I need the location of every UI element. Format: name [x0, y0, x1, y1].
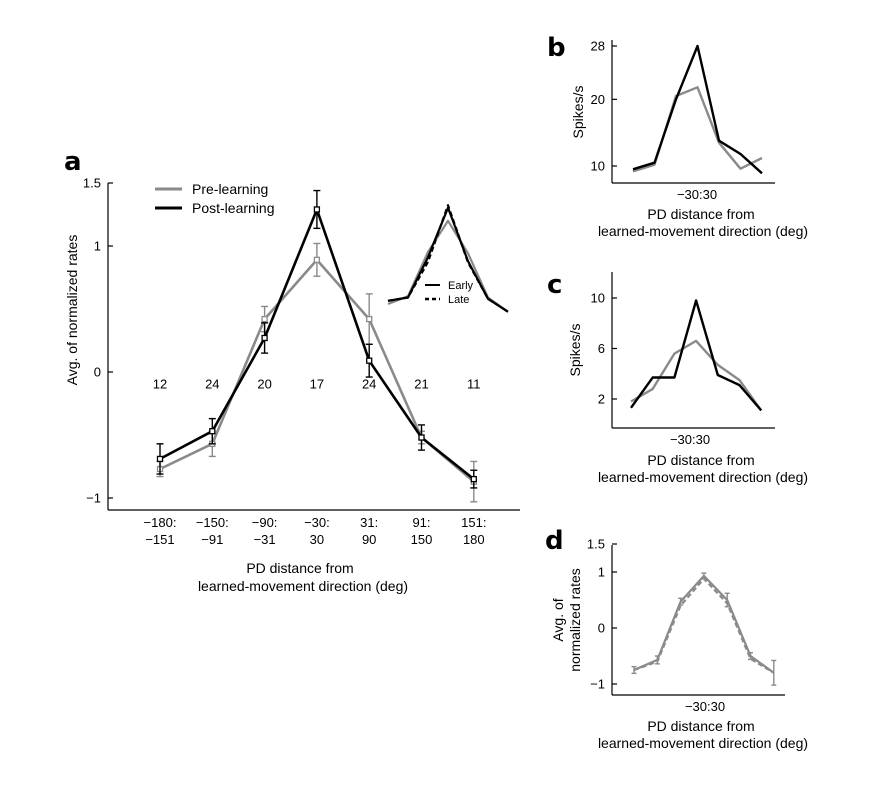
- panel-b-post-line: [632, 44, 763, 175]
- panel-d-y-ticks: 1.5 1 0 −1: [587, 537, 617, 692]
- panel-a-inset-legend: Early Late: [425, 280, 474, 306]
- panel-c-post-line: [630, 299, 763, 412]
- panel-d-y-label-line1: Avg. of: [550, 598, 566, 641]
- panel-d: d 1.5 1 0 −1 −30:30 Avg. of normalized rate…: [545, 526, 808, 751]
- panel-a-axes: [107, 183, 520, 511]
- inset-legend-early-label: Early: [448, 280, 474, 292]
- panel-d-x-tick-label: −30:30: [685, 699, 725, 714]
- panel-a-x-label-line2: learned-movement direction (deg): [198, 578, 408, 594]
- panel-b-x-label-line1: PD distance from: [647, 206, 754, 222]
- panel-a-y-tick-label-3: −1: [86, 491, 101, 506]
- panel-b-x-tick-label: −30:30: [677, 187, 717, 202]
- panel-b-series: [632, 44, 763, 175]
- panel-a-label: a: [64, 147, 82, 177]
- panel-b-y-tick-label-0: 28: [591, 39, 605, 54]
- panel-a-post-marker-0: [156, 455, 164, 463]
- panel-d-y-tick-label-1: 1: [598, 565, 605, 580]
- panel-a-x-tick-label-4-line2: 90: [362, 532, 376, 547]
- panel-a-x-tick-label-6-line2: 180: [463, 532, 485, 547]
- panel-a-inset-post-dashed-line: [387, 204, 509, 313]
- panel-d-pre-solid-line: [633, 574, 775, 674]
- panel-a-series: [156, 189, 478, 503]
- panel-c-y-tick-label-2: 2: [598, 392, 605, 407]
- panel-a-x-tick-label-1-line1: −150:: [196, 515, 229, 530]
- panel-a-x-tick-label-5-line2: 150: [411, 532, 433, 547]
- panel-a-pre-marker-2: [261, 315, 268, 323]
- panel-b-y-tick-label-1: 20: [591, 92, 605, 107]
- panel-c-pre-line: [630, 339, 763, 412]
- panel-a-post-marker-4: [366, 357, 373, 364]
- panel-a-y-ticks: 1.5 1 0 −1: [83, 176, 113, 506]
- panel-a-count-4: 24: [362, 377, 376, 392]
- panel-a-x-label-line1: PD distance from: [246, 560, 353, 576]
- panel-a-x-tick-label-4-line1: 31:: [360, 515, 378, 530]
- panel-a: a 1.5 1 0 −1 −180: −151 −150: −91 −90: −31 −30: 30…: [64, 147, 520, 594]
- panel-a-pre-marker-3: [313, 256, 321, 264]
- panel-a-pre-marker-4: [366, 315, 373, 323]
- panel-a-pre-line: [159, 258, 475, 483]
- panel-a-x-tick-label-0-line1: −180:: [144, 515, 177, 530]
- panel-d-y-label-line2: normalized rates: [567, 568, 583, 672]
- panel-a-x-tick-label-3-line1: −30:: [304, 515, 330, 530]
- panel-a-count-5: 21: [414, 377, 428, 392]
- panel-a-count-6: 11: [467, 377, 481, 392]
- panel-d-y-tick-label-3: −1: [590, 677, 605, 692]
- panel-a-x-tick-label-0-line2: −151: [145, 532, 174, 547]
- panel-d-series: [631, 572, 777, 686]
- panel-c-y-tick-label-1: 6: [598, 341, 605, 356]
- panel-c-x-tick-label: −30:30: [670, 432, 710, 447]
- panel-a-post-marker-6: [470, 475, 477, 483]
- panel-b-y-label: Spikes/s: [570, 86, 586, 139]
- panel-a-y-tick-label-1: 1: [94, 239, 101, 254]
- panel-d-pre-dashed-line: [633, 577, 775, 674]
- panel-c-y-tick-label-0: 10: [591, 291, 605, 306]
- panel-a-x-ticks: −180: −151 −150: −91 −90: −31 −30: 30 31: 90 91: 15…: [144, 515, 487, 547]
- panel-b-x-label-line2: learned-movement direction (deg): [598, 223, 808, 239]
- panel-c-x-label-line2: learned-movement direction (deg): [598, 469, 808, 485]
- panel-a-x-tick-label-2-line1: −90:: [252, 515, 278, 530]
- inset-legend-late-label: Late: [448, 294, 469, 306]
- panel-d-y-tick-label-2: 0: [598, 621, 605, 636]
- panel-a-count-0: 12: [153, 377, 167, 392]
- panel-a-post-marker-5: [418, 434, 425, 441]
- panel-a-y-tick-label-0: 1.5: [83, 176, 101, 191]
- panel-b-y-tick-label-2: 10: [591, 159, 605, 174]
- panel-d-y-tick-label-0: 1.5: [587, 537, 605, 552]
- panel-a-count-3: 17: [310, 377, 324, 392]
- panel-a-post-marker-2: [261, 334, 268, 342]
- panel-c-y-ticks: 10 6 2: [591, 291, 617, 407]
- panel-a-x-tick-label-6-line1: 151:: [461, 515, 486, 530]
- panel-a-legend: Pre-learning Post-learning: [155, 181, 275, 216]
- panel-a-y-tick-label-2: 0: [94, 365, 101, 380]
- panel-c-series: [630, 299, 763, 412]
- panel-c-x-label-line1: PD distance from: [647, 452, 754, 468]
- legend-pre-label: Pre-learning: [192, 181, 268, 197]
- panel-a-x-tick-label-1-line2: −91: [201, 532, 223, 547]
- panel-a-x-tick-label-5-line1: 91:: [412, 515, 430, 530]
- panel-d-label: d: [545, 526, 564, 556]
- panel-a-count-2: 20: [257, 377, 271, 392]
- panel-c-label: c: [547, 270, 562, 300]
- panel-a-count-1: 24: [205, 377, 219, 392]
- legend-post-label: Post-learning: [192, 200, 275, 216]
- panel-a-x-tick-label-3-line2: 30: [310, 532, 324, 547]
- panel-c-y-label: Spikes/s: [567, 324, 583, 377]
- panel-a-y-label: Avg. of normalized rates: [64, 235, 80, 386]
- panel-a-inset: [387, 204, 509, 313]
- panel-b-y-ticks: 28 20 10: [591, 39, 617, 174]
- panel-a-x-tick-label-2-line2: −31: [254, 532, 276, 547]
- panel-a-post-marker-1: [209, 428, 216, 435]
- panel-b-label: b: [547, 33, 566, 63]
- panel-b-pre-line: [632, 86, 763, 173]
- panel-b: b 28 20 10 −30:30 Spikes/s PD distance fro…: [547, 33, 808, 239]
- panel-a-counts: 12 24 20 17 24 21 11: [153, 377, 481, 392]
- panel-a-post-marker-3: [313, 206, 321, 213]
- panel-d-x-label-line2: learned-movement direction (deg): [598, 735, 808, 751]
- panel-d-x-label-line1: PD distance from: [647, 718, 754, 734]
